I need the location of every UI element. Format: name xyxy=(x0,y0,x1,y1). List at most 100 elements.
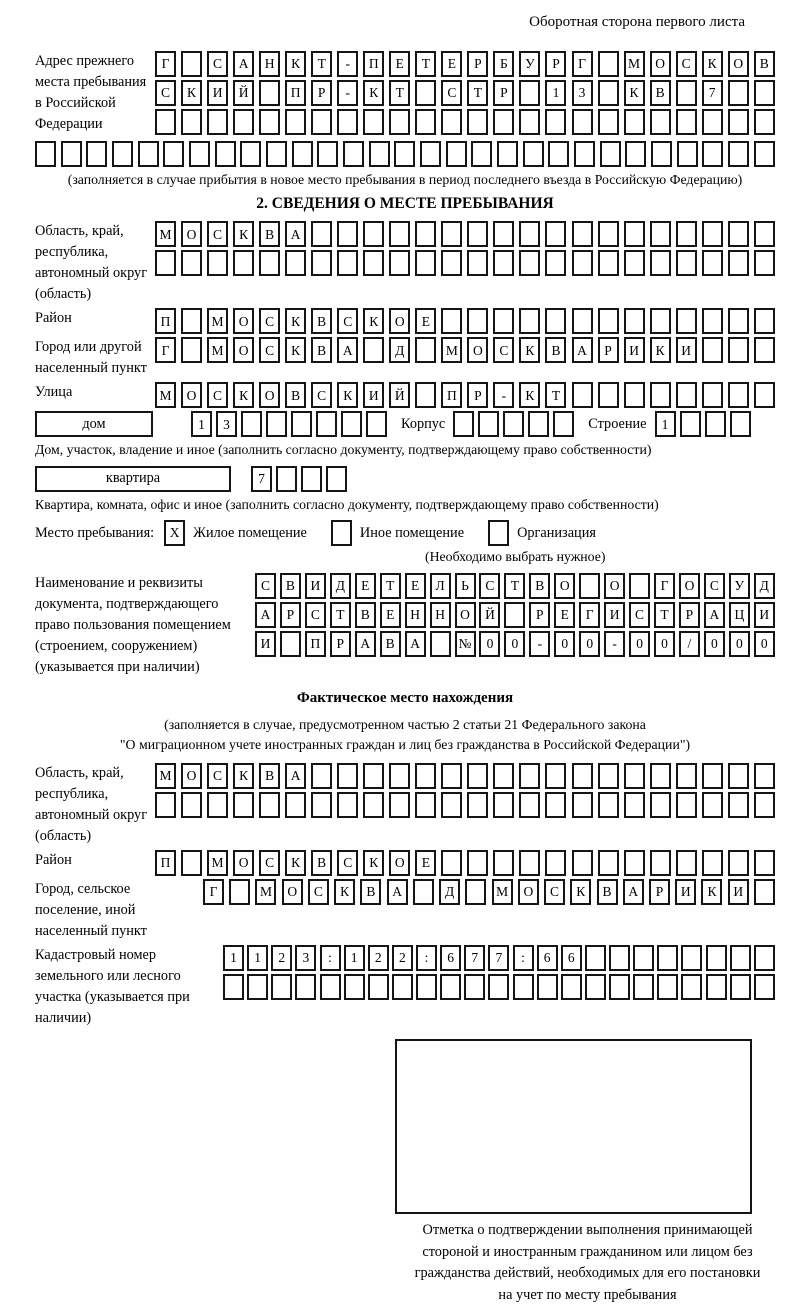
form-cell xyxy=(727,308,749,335)
form-cell: Р xyxy=(493,80,515,106)
form-cell: А xyxy=(404,631,426,658)
form-cell xyxy=(649,763,671,790)
form-cell xyxy=(493,792,515,819)
form-cell xyxy=(728,141,750,167)
form-cell xyxy=(415,792,437,819)
form-cell: 1 xyxy=(191,411,212,438)
form-cell xyxy=(259,792,281,819)
form-cell xyxy=(441,109,463,135)
form-cell xyxy=(629,573,651,600)
form-cell xyxy=(155,792,176,819)
form-cell: К xyxy=(285,51,307,77)
form-cell xyxy=(441,221,463,248)
form-cell xyxy=(440,974,462,1001)
form-cell xyxy=(363,250,385,277)
form-cell: И xyxy=(604,602,626,629)
form-cell: И xyxy=(363,382,385,409)
form-cell xyxy=(571,850,593,877)
stamp-caption-line4: на учет по месту пребывания xyxy=(498,1286,677,1303)
form-cell: 0 xyxy=(728,631,750,658)
form-cell: О xyxy=(517,879,539,906)
form-cell xyxy=(597,221,619,248)
actual-location-note-line2: "О миграционном учете иностранных гражда… xyxy=(119,737,691,753)
form-cell: С xyxy=(207,382,229,409)
form-cell xyxy=(553,411,575,438)
district-label: Район xyxy=(35,310,72,327)
prev-address-block: Адрес прежнего места пребывания в Россий… xyxy=(35,51,775,138)
form-cell: Е xyxy=(404,573,426,600)
form-cell: О xyxy=(678,573,700,600)
checkbox-zhiloe: X xyxy=(164,520,186,547)
form-cell: Й xyxy=(389,382,411,409)
form-cell xyxy=(415,382,437,409)
form-cell xyxy=(259,109,281,135)
document-row-3: И П Р А В А № 0 0-0 0-0 0/0 0 0 xyxy=(255,631,775,658)
stroenie-label: Строение xyxy=(588,415,647,432)
form-cell: В xyxy=(379,631,401,658)
city-label: Город или другой населенный пункт xyxy=(35,339,147,377)
form-cell: О xyxy=(727,51,749,77)
form-cell xyxy=(519,850,541,877)
form-cell xyxy=(753,80,775,106)
form-cell xyxy=(181,850,203,877)
form-cell xyxy=(478,411,500,438)
form-cell: Е xyxy=(389,51,411,77)
form-cell xyxy=(497,141,519,167)
cadastral-block: Кадастровый номер земельного или лесного… xyxy=(35,945,775,1029)
form-cell xyxy=(337,109,359,135)
actual-region-label: Область, край, республика, автономный ок… xyxy=(35,765,148,845)
form-cell: Т xyxy=(654,602,675,629)
form-cell xyxy=(727,382,749,409)
form-cell: Е xyxy=(415,850,437,877)
form-cell xyxy=(519,221,541,248)
form-cell: Д xyxy=(439,879,461,906)
form-cell: А xyxy=(386,879,408,906)
form-cell: 7 xyxy=(701,80,723,106)
form-cell xyxy=(285,250,307,277)
form-cell xyxy=(35,141,56,167)
form-cell: К xyxy=(519,337,541,364)
region-row-2 xyxy=(155,250,775,277)
form-cell xyxy=(548,141,570,167)
form-cell: К xyxy=(570,879,592,906)
form-cell xyxy=(207,250,229,277)
form-cell xyxy=(519,109,541,135)
form-cell: О xyxy=(649,51,671,77)
form-cell xyxy=(571,250,593,277)
form-cell: А xyxy=(703,602,725,629)
form-cell xyxy=(675,850,697,877)
house-note: Дом, участок, владение и иное (заполнить… xyxy=(35,442,652,458)
form-cell xyxy=(229,879,251,906)
form-cell xyxy=(681,974,703,1001)
form-cell xyxy=(493,850,515,877)
form-cell: В xyxy=(360,879,382,906)
form-cell xyxy=(493,308,515,335)
form-cell xyxy=(415,250,437,277)
form-cell xyxy=(276,465,297,492)
form-cell xyxy=(311,792,333,819)
form-cell xyxy=(453,411,475,438)
form-cell xyxy=(341,411,362,438)
form-cell xyxy=(657,974,679,1001)
stamp-caption-line1: Отметка о подтверждении выполнения прини… xyxy=(422,1222,753,1239)
form-cell xyxy=(675,80,697,106)
form-cell xyxy=(729,974,751,1001)
region-block: Область, край, республика, автономный ок… xyxy=(35,221,775,305)
form-cell xyxy=(649,792,671,819)
actual-city-label: Город, сельское поселение, иной населенн… xyxy=(35,881,147,940)
form-cell xyxy=(441,308,463,335)
form-cell: К xyxy=(363,308,385,335)
actual-region-block: Область, край, республика, автономный ок… xyxy=(35,763,775,847)
form-cell xyxy=(181,308,203,335)
stay-type-row: Место пребывания: X Жилое помещение Иное… xyxy=(35,520,775,547)
form-cell: Г xyxy=(155,337,176,364)
form-cell xyxy=(676,141,698,167)
actual-location-title: Фактическое место нахождения xyxy=(296,690,514,707)
form-cell: М xyxy=(491,879,513,906)
form-cell xyxy=(343,974,365,1001)
form-cell: К xyxy=(701,879,723,906)
